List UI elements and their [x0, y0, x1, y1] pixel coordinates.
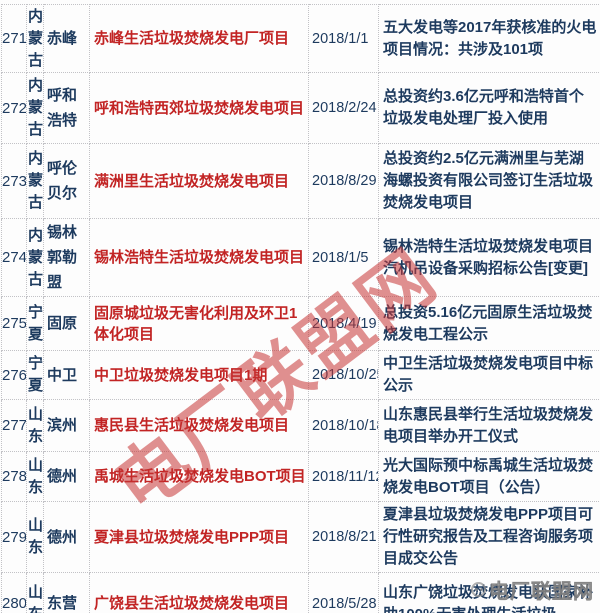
description-cell: 中卫生活垃圾焚烧发电项目中标公示: [378, 350, 600, 400]
province-cell: 山东: [26, 451, 44, 502]
province-cell: 内蒙古: [26, 4, 44, 73]
province-cell: 内蒙古: [26, 143, 44, 219]
date-cell: 2018/4/19: [308, 296, 379, 351]
city-cell: 中卫: [43, 350, 90, 400]
row-number-cell: 278: [1, 451, 27, 502]
row-number-cell: 274: [1, 218, 27, 297]
city-cell: 呼和浩特: [43, 72, 90, 144]
table-row: 278 山东 德州 禹城生活垃圾焚烧发电BOT项目 2018/11/12 光大国…: [1, 451, 600, 502]
date-cell: 2018/10/25: [308, 350, 379, 400]
project-name-link[interactable]: 禹城生活垃圾焚烧发电BOT项目: [89, 451, 309, 502]
province-cell: 宁夏: [26, 296, 44, 351]
table-row: 277 山东 滨州 惠民县生活垃圾焚烧发电项目 2018/10/18 山东惠民县…: [1, 399, 600, 452]
description-cell: 总投资约2.5亿元满洲里与芜湖海螺投资有限公司签订生活垃圾焚烧发电项目: [378, 143, 600, 219]
table-row: 272 内蒙古 呼和浩特 呼和浩特西郊垃圾焚烧发电项目 2018/2/24 总投…: [1, 72, 600, 144]
description-cell: 总投资约3.6亿元呼和浩特首个垃圾发电处理厂投入使用: [378, 72, 600, 144]
project-name-link[interactable]: 固原城垃圾无害化利用及环卫1体化项目: [89, 296, 309, 351]
date-cell: 2018/8/29: [308, 143, 379, 219]
table-row: 280 山东 东营 广饶县生活垃圾焚烧发电项目 2018/5/28 山东广饶垃圾…: [1, 572, 600, 613]
project-name-link[interactable]: 惠民县生活垃圾焚烧发电项目: [89, 399, 309, 452]
table-row: 271 内蒙古 赤峰 赤峰生活垃圾焚烧发电厂项目 2018/1/1 五大发电等2…: [1, 4, 600, 73]
row-number-cell: 273: [1, 143, 27, 219]
city-cell: 锡林郭勒盟: [43, 218, 90, 297]
city-cell: 德州: [43, 501, 90, 573]
projects-table: 271 内蒙古 赤峰 赤峰生活垃圾焚烧发电厂项目 2018/1/1 五大发电等2…: [1, 4, 600, 613]
project-name-link[interactable]: 广饶县生活垃圾焚烧发电项目: [89, 572, 309, 613]
project-name-link[interactable]: 中卫垃圾焚烧发电项目1期: [89, 350, 309, 400]
description-cell: 五大发电等2017年获核准的火电项目情况：共涉及101项: [378, 4, 600, 73]
date-cell: 2018/1/1: [308, 4, 379, 73]
row-number-cell: 272: [1, 72, 27, 144]
project-name-link[interactable]: 赤峰生活垃圾焚烧发电厂项目: [89, 4, 309, 73]
project-name-link[interactable]: 锡林浩特生活垃圾焚烧发电项目: [89, 218, 309, 297]
province-cell: 内蒙古: [26, 72, 44, 144]
province-cell: 内蒙古: [26, 218, 44, 297]
table-row: 276 宁夏 中卫 中卫垃圾焚烧发电项目1期 2018/10/25 中卫生活垃圾…: [1, 350, 600, 400]
city-cell: 滨州: [43, 399, 90, 452]
province-cell: 山东: [26, 572, 44, 613]
date-cell: 2018/11/12: [308, 451, 379, 502]
project-name-link[interactable]: 呼和浩特西郊垃圾焚烧发电项目: [89, 72, 309, 144]
row-number-cell: 279: [1, 501, 27, 573]
table-row: 274 内蒙古 锡林郭勒盟 锡林浩特生活垃圾焚烧发电项目 2018/1/5 锡林…: [1, 218, 600, 297]
description-cell: 山东广饶垃圾焚烧发电获国家补助100%无害处理生活垃圾: [378, 572, 600, 613]
city-cell: 固原: [43, 296, 90, 351]
city-cell: 呼伦贝尔: [43, 143, 90, 219]
city-cell: 德州: [43, 451, 90, 502]
city-cell: 东营: [43, 572, 90, 613]
description-cell: 光大国际预中标禹城生活垃圾焚烧发电BOT项目（公告）: [378, 451, 600, 502]
project-name-link[interactable]: 夏津县垃圾焚烧发电PPP项目: [89, 501, 309, 573]
date-cell: 2018/10/18: [308, 399, 379, 452]
row-number-cell: 276: [1, 350, 27, 400]
row-number-cell: 280: [1, 572, 27, 613]
city-cell: 赤峰: [43, 4, 90, 73]
description-cell: 总投资5.16亿元固原生活垃圾焚烧发电工程公示: [378, 296, 600, 351]
date-cell: 2018/8/21: [308, 501, 379, 573]
province-cell: 宁夏: [26, 350, 44, 400]
province-cell: 山东: [26, 501, 44, 573]
row-number-cell: 271: [1, 4, 27, 73]
table-row: 279 山东 德州 夏津县垃圾焚烧发电PPP项目 2018/8/21 夏津县垃圾…: [1, 501, 600, 573]
description-cell: 山东惠民县举行生活垃圾焚烧发电项目举办开工仪式: [378, 399, 600, 452]
table-row: 273 内蒙古 呼伦贝尔 满洲里生活垃圾焚烧发电项目 2018/8/29 总投资…: [1, 143, 600, 219]
description-cell: 锡林浩特生活垃圾焚烧发电项目汽机吊设备采购招标公告[变更]: [378, 218, 600, 297]
province-cell: 山东: [26, 399, 44, 452]
row-number-cell: 275: [1, 296, 27, 351]
row-number-cell: 277: [1, 399, 27, 452]
table-row: 275 宁夏 固原 固原城垃圾无害化利用及环卫1体化项目 2018/4/19 总…: [1, 296, 600, 351]
date-cell: 2018/5/28: [308, 572, 379, 613]
date-cell: 2018/2/24: [308, 72, 379, 144]
project-name-link[interactable]: 满洲里生活垃圾焚烧发电项目: [89, 143, 309, 219]
description-cell: 夏津县垃圾焚烧发电PPP项目可行性研究报告及工程咨询服务项目成交公告: [378, 501, 600, 573]
date-cell: 2018/1/5: [308, 218, 379, 297]
